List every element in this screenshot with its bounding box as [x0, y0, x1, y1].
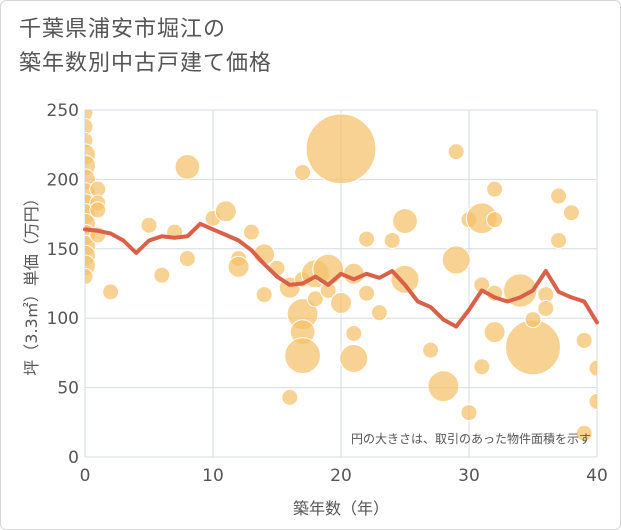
data-bubble	[153, 266, 171, 284]
x-tick-label: 10	[202, 466, 224, 486]
data-bubble	[383, 231, 401, 249]
data-bubble	[358, 284, 376, 302]
data-bubble	[370, 304, 388, 322]
data-bubble	[550, 187, 568, 205]
x-tick-label: 40	[586, 466, 608, 486]
data-bubble	[85, 110, 94, 122]
data-bubble	[392, 208, 418, 234]
data-bubble	[174, 154, 201, 180]
data-bubble	[575, 424, 593, 442]
bubble-layer	[85, 110, 597, 442]
data-bubble	[575, 331, 593, 349]
data-bubble	[85, 118, 94, 136]
y-tick-label: 100	[47, 309, 79, 329]
data-bubble	[345, 324, 363, 342]
data-bubble	[441, 245, 471, 275]
y-tick-label: 50	[57, 379, 79, 399]
x-axis-ticks: 0 10 20 30 40	[80, 466, 608, 486]
data-bubble	[140, 216, 158, 234]
data-bubble	[505, 319, 561, 376]
data-bubble	[255, 286, 273, 304]
chart-title-line-1: 千葉県浦安市堀江の	[19, 17, 227, 42]
data-bubble	[284, 337, 321, 375]
average-price-line	[83, 221, 599, 329]
data-bubble	[214, 200, 237, 223]
data-bubble	[358, 230, 376, 248]
y-tick-label: 250	[47, 101, 79, 121]
y-tick-label: 200	[47, 170, 79, 190]
data-bubble	[473, 358, 491, 376]
data-bubble	[294, 163, 312, 181]
data-bubble	[330, 291, 352, 314]
data-bubble	[486, 211, 504, 229]
data-bubble	[537, 299, 555, 317]
data-bubble	[281, 388, 299, 406]
data-bubble	[102, 283, 120, 301]
y-tick-label: 0	[68, 448, 79, 468]
bubble-size-note: 円の大きさは、取引のあった物件面積を示す	[351, 431, 591, 446]
y-axis-title: 坪（3.3㎡）単価（万円）	[22, 190, 41, 375]
data-bubble	[483, 321, 506, 344]
x-tick-label: 0	[80, 466, 91, 486]
data-bubble	[178, 250, 196, 268]
data-bubble	[588, 392, 597, 410]
data-bubble	[524, 311, 542, 329]
x-axis-title: 築年数（年）	[293, 499, 389, 518]
data-bubble	[242, 223, 260, 241]
y-axis-ticks: 0 50 100 150 200 250	[47, 101, 79, 468]
x-tick-label: 30	[458, 466, 480, 486]
data-bubble	[390, 264, 420, 294]
data-bubble	[85, 268, 94, 286]
data-bubble	[427, 370, 460, 403]
data-bubble	[339, 343, 369, 373]
data-bubble	[588, 359, 597, 377]
data-bubble	[550, 231, 568, 249]
chart-title: 千葉県浦安市堀江の 築年数別中古戸建て価格	[19, 13, 272, 81]
data-bubble	[447, 143, 465, 161]
y-tick-label: 150	[47, 240, 79, 260]
data-bubble	[306, 290, 324, 308]
data-bubble	[305, 113, 377, 185]
data-bubble	[89, 201, 107, 219]
data-bubble	[312, 253, 345, 286]
data-bubble	[227, 255, 250, 278]
x-tick-label: 20	[330, 466, 352, 486]
data-bubble	[460, 404, 478, 422]
data-bubble	[422, 341, 440, 359]
data-bubble	[486, 180, 504, 198]
data-bubble	[562, 204, 580, 222]
chart-title-line-2: 築年数別中古戸建て価格	[19, 51, 273, 76]
